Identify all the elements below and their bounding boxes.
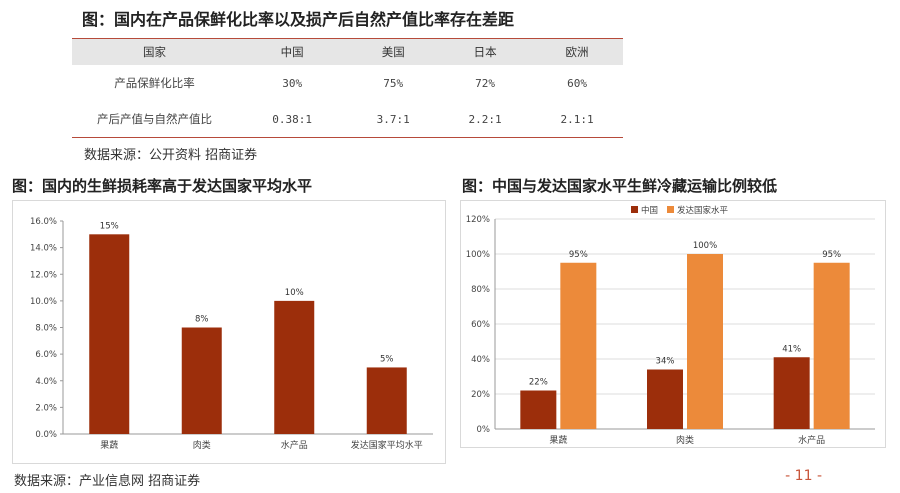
table-header-row: 国家 中国 美国 日本 欧洲 bbox=[72, 38, 623, 65]
data-label: 5% bbox=[380, 354, 394, 364]
legend-label: 发达国家水平 bbox=[677, 205, 729, 216]
legend-swatch bbox=[667, 206, 674, 213]
data-label: 15% bbox=[100, 221, 119, 231]
data-label: 8% bbox=[195, 315, 209, 325]
bar bbox=[687, 254, 723, 429]
page-title: 图：国内在产品保鲜化比率以及损产后自然产值比率存在差距 bbox=[82, 10, 515, 29]
x-tick-label: 果蔬 bbox=[100, 439, 118, 451]
legend-swatch bbox=[631, 206, 638, 213]
bar bbox=[560, 262, 597, 429]
y-tick-label: 4.0% bbox=[35, 377, 57, 387]
right-chart-title: 图：中国与发达国家水平生鲜冷藏运输比例较低 bbox=[462, 177, 778, 195]
x-tick-label: 肉类 bbox=[193, 439, 211, 451]
data-label: 100% bbox=[693, 241, 717, 251]
data-source-note: 数据来源：公开资料 招商证券 bbox=[84, 148, 258, 163]
y-tick-label: 14.0% bbox=[30, 244, 57, 254]
bar bbox=[647, 369, 683, 429]
y-tick-label: 8.0% bbox=[35, 324, 57, 334]
x-tick-label: 水产品 bbox=[798, 434, 825, 446]
y-tick-label: 2.0% bbox=[35, 403, 57, 413]
column-header: 国家 bbox=[143, 45, 166, 59]
y-tick-label: 6.0% bbox=[35, 350, 57, 360]
bar bbox=[520, 390, 557, 429]
legend-label: 中国 bbox=[641, 205, 658, 216]
data-label: 10% bbox=[285, 288, 304, 298]
y-tick-label: 60% bbox=[471, 320, 490, 330]
y-tick-label: 16.0% bbox=[30, 217, 57, 227]
row-label: 产后产值与自然产值比 bbox=[97, 112, 212, 126]
bar bbox=[89, 234, 130, 434]
table-cell: 75% bbox=[383, 76, 404, 90]
left-chart-title: 图：国内的生鲜损耗率高于发达国家平均水平 bbox=[12, 177, 313, 195]
loss-rate-chart: 0.0% 2.0% 4.0% 6.0% 8.0% 10.0% 12.0% 14.0% 16.0%… bbox=[12, 200, 446, 464]
column-header: 日本 bbox=[473, 45, 497, 59]
table-cell: 60% bbox=[567, 76, 587, 90]
table-cell: 2.2:1 bbox=[468, 112, 502, 126]
bar bbox=[366, 367, 407, 434]
bar bbox=[181, 327, 222, 434]
y-tick-label: 0.0% bbox=[35, 430, 57, 440]
column-header: 美国 bbox=[381, 45, 405, 59]
table-cell: 3.7:1 bbox=[376, 112, 410, 126]
column-header: 欧洲 bbox=[565, 45, 589, 59]
data-label: 95% bbox=[822, 250, 841, 260]
y-tick-label: 120% bbox=[466, 215, 490, 225]
cold-transport-chart-svg: 0% 20% 40% 60% 80% 100% 120% 中国 发达国家水平 22% 95% 果蔬 34… bbox=[466, 205, 875, 446]
row-label: 产品保鲜化比率 bbox=[114, 76, 195, 90]
comparison-table: 国家 中国 美国 日本 欧洲 产品保鲜化比率 30% 75% 72% 60% 产… bbox=[72, 38, 623, 138]
bar bbox=[813, 262, 850, 429]
table-cell: 72% bbox=[475, 76, 496, 90]
table-row: 产品保鲜化比率 30% 75% 72% 60% bbox=[72, 65, 623, 101]
data-label: 34% bbox=[656, 357, 675, 367]
y-tick-label: 20% bbox=[471, 390, 490, 400]
loss-rate-chart-svg: 0.0% 2.0% 4.0% 6.0% 8.0% 10.0% 12.0% 14.0% 16.0%… bbox=[30, 217, 433, 451]
x-tick-label: 水产品 bbox=[281, 439, 308, 451]
y-tick-label: 80% bbox=[471, 285, 490, 295]
y-tick-label: 0% bbox=[477, 425, 491, 435]
data-label: 95% bbox=[569, 250, 588, 260]
table-cell: 0.38:1 bbox=[272, 112, 313, 126]
y-tick-label: 40% bbox=[471, 355, 490, 365]
data-source-note-bottom: 数据来源：产业信息网 招商证券 bbox=[14, 474, 201, 489]
data-label: 41% bbox=[782, 344, 801, 354]
table-cell: 2.1:1 bbox=[560, 112, 594, 126]
x-tick-label: 发达国家平均水平 bbox=[351, 439, 423, 451]
y-tick-label: 12.0% bbox=[30, 270, 57, 280]
x-tick-label: 果蔬 bbox=[549, 434, 567, 446]
x-tick-label: 肉类 bbox=[676, 434, 694, 446]
y-tick-label: 100% bbox=[466, 250, 490, 260]
data-label: 22% bbox=[529, 378, 548, 388]
cold-transport-chart: 0% 20% 40% 60% 80% 100% 120% 中国 发达国家水平 22% 95% 果蔬 34… bbox=[460, 200, 886, 448]
bar bbox=[773, 357, 810, 429]
page-number: - 11 - bbox=[785, 468, 822, 484]
table-row: 产后产值与自然产值比 0.38:1 3.7:1 2.2:1 2.1:1 bbox=[72, 101, 623, 138]
bar bbox=[274, 300, 315, 434]
y-tick-label: 10.0% bbox=[30, 297, 57, 307]
table-cell: 30% bbox=[282, 76, 303, 90]
column-header: 中国 bbox=[280, 45, 304, 59]
